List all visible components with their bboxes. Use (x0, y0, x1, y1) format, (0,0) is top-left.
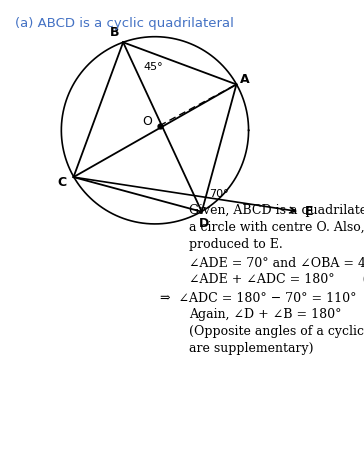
Text: Again, ∠D + ∠B = 180°: Again, ∠D + ∠B = 180° (189, 308, 342, 321)
Text: A: A (240, 73, 250, 86)
Text: are supplementary): are supplementary) (189, 342, 314, 355)
Text: a circle with centre O. Also, CD is a chord: a circle with centre O. Also, CD is a ch… (189, 221, 364, 234)
Text: (Opposite angles of a cyclic quadrilateral: (Opposite angles of a cyclic quadrilater… (189, 325, 364, 338)
Text: ∠ADE + ∠ADC = 180°       (Linear pair): ∠ADE + ∠ADC = 180° (Linear pair) (189, 273, 364, 286)
Text: C: C (58, 176, 67, 189)
Text: ⇒  ∠ADC = 180° − 70° = 110°: ⇒ ∠ADC = 180° − 70° = 110° (160, 292, 357, 305)
Text: D: D (198, 217, 209, 230)
Text: produced to E.: produced to E. (189, 238, 283, 251)
Text: O: O (143, 115, 153, 128)
Text: 45°: 45° (143, 62, 163, 72)
Text: B: B (110, 26, 119, 40)
Text: Given, ABCD is a quadrilateral inscribed in: Given, ABCD is a quadrilateral inscribed… (189, 204, 364, 217)
Text: E: E (305, 205, 314, 218)
Text: (a) ABCD is a cyclic quadrilateral: (a) ABCD is a cyclic quadrilateral (15, 17, 233, 30)
Text: 70°: 70° (209, 189, 229, 199)
Text: ∠ADE = 70° and ∠OBA = 45°: ∠ADE = 70° and ∠OBA = 45° (189, 257, 364, 270)
